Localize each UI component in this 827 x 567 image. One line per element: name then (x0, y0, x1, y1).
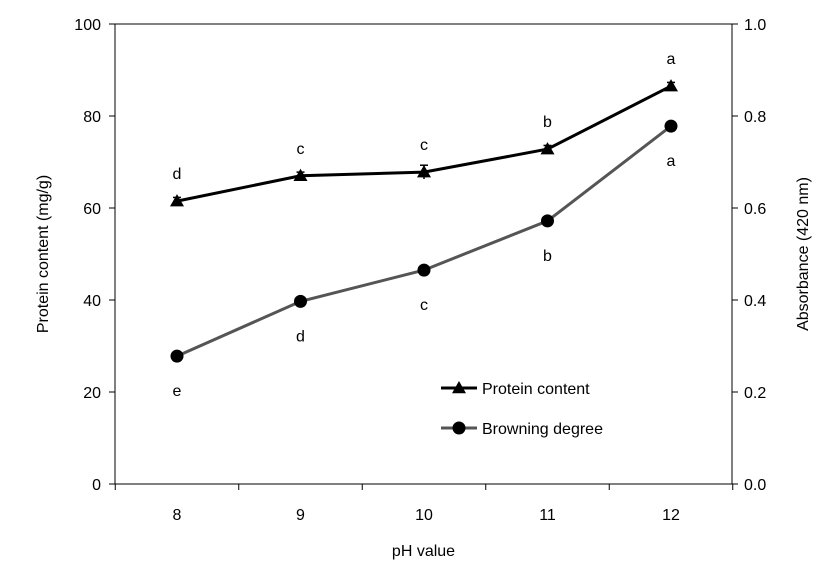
right-y-tick-label: 0.4 (744, 293, 766, 310)
right-y-axis-title: Absorbance (420 nm) (795, 177, 812, 331)
significance-letter: c (420, 137, 428, 154)
significance-letter: d (296, 328, 305, 345)
triangle-marker (170, 194, 184, 207)
significance-letter: c (297, 141, 305, 158)
significance-letter: a (667, 51, 676, 68)
circle-marker (170, 349, 184, 363)
left-y-tick-label: 60 (83, 201, 101, 218)
significance-letter: d (173, 166, 182, 183)
significance-letter: c (420, 297, 428, 314)
right-y-tick-label: 0.8 (744, 109, 766, 126)
x-axis-title: pH value (392, 543, 455, 560)
legend-label: Protein content (482, 381, 590, 398)
circle-marker (541, 214, 554, 228)
x-tick-label: 9 (296, 507, 305, 524)
triangle-marker (417, 165, 431, 178)
plot-frame (114, 23, 733, 485)
left-y-tick-label: 100 (74, 17, 101, 34)
circle-marker (417, 263, 431, 277)
right-y-tick-label: 0.0 (744, 477, 766, 494)
x-tick-label: 11 (539, 507, 556, 524)
series-layer: d c c b a e d c b a (170, 51, 678, 400)
triangle-marker (540, 142, 555, 155)
right-y-tick-label: 0.2 (744, 385, 766, 402)
left-y-tick-label: 20 (83, 385, 101, 402)
triangle-marker (664, 79, 678, 92)
legend-triangle-marker (452, 381, 466, 394)
legend-circle-marker (452, 421, 466, 435)
circle-marker (294, 294, 307, 308)
legend-label: Browning degree (482, 421, 603, 438)
right-y-tick-label: 1.0 (744, 17, 766, 34)
triangle-marker (293, 168, 308, 182)
legend: Protein content Browning degree (441, 381, 603, 438)
right-y-tick-label: 0.6 (744, 201, 766, 218)
left-y-tick-label: 40 (83, 293, 101, 310)
left-y-tick-label: 0 (92, 477, 101, 494)
significance-letter: b (543, 248, 552, 265)
circle-marker (664, 119, 678, 133)
x-tick-label: 10 (415, 507, 433, 524)
left-y-tick-label: 80 (83, 109, 101, 126)
significance-letter: e (173, 383, 182, 400)
significance-letter: a (667, 153, 676, 170)
axes-layer: 0 20 40 60 80 100 0.0 0.2 0.4 0.6 0.8 1.0 8 9 10 11 12 (74, 17, 766, 524)
x-tick-label: 12 (662, 507, 680, 524)
series-line-browning-degree (176, 124, 672, 358)
significance-letter: b (543, 114, 552, 131)
x-tick-label: 8 (173, 507, 182, 524)
left-y-axis-title: Protein content (mg/g) (35, 175, 52, 333)
